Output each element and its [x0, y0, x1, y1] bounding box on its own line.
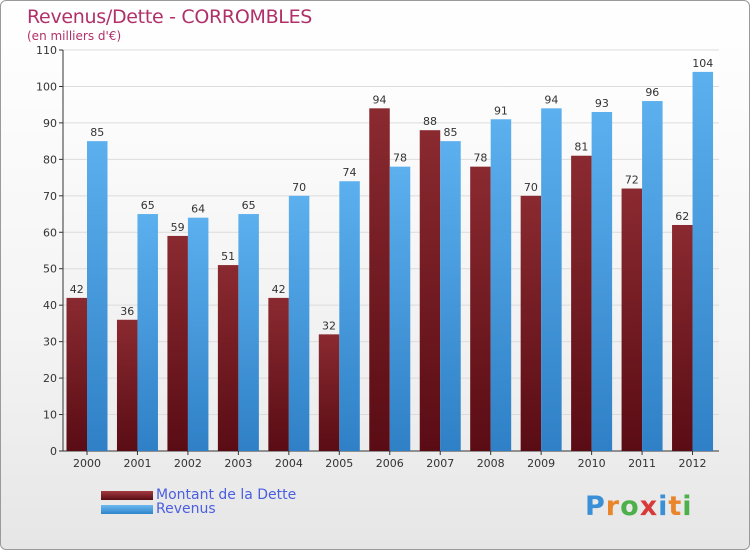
bar-debt: [369, 108, 390, 451]
data-label-revenue: 91: [494, 104, 508, 117]
x-tick-label: 2007: [426, 457, 454, 470]
bar-debt: [672, 224, 693, 451]
proxiti-logo: Proxiti: [585, 491, 693, 522]
logo-letter: P: [585, 491, 606, 522]
y-tick-label: 60: [43, 226, 57, 239]
data-label-debt: 88: [423, 115, 437, 128]
data-label-revenue: 104: [692, 57, 713, 70]
bar-debt: [217, 265, 239, 451]
data-label-revenue: 85: [90, 126, 104, 139]
bar-revenue: [288, 195, 310, 451]
bar-revenue: [440, 141, 461, 452]
data-label-debt: 36: [120, 305, 134, 318]
data-label-debt: 78: [473, 152, 487, 165]
x-tick-label: 2005: [325, 457, 353, 470]
y-tick-label: 10: [43, 409, 57, 422]
data-label-revenue: 64: [191, 203, 205, 216]
bar-revenue: [389, 166, 411, 451]
y-tick-label: 0: [50, 445, 57, 458]
y-tick-label: 90: [43, 117, 57, 130]
legend-swatch-debt: [101, 490, 153, 500]
bar-debt: [621, 188, 643, 451]
logo-letter: x: [639, 491, 659, 522]
chart-title: Revenus/Dette - CORROMBLES: [27, 6, 313, 28]
legend-item-debt: Montant de la Dette: [101, 487, 296, 503]
legend-swatch-revenue: [101, 504, 153, 514]
bar-revenue: [187, 217, 209, 451]
data-label-debt: 72: [625, 174, 639, 187]
x-tick-label: 2004: [275, 457, 303, 470]
data-label-debt: 51: [221, 250, 235, 263]
data-label-debt: 62: [675, 210, 689, 223]
y-tick-label: 40: [43, 299, 57, 312]
x-tick-label: 2009: [527, 457, 555, 470]
bar-debt: [66, 297, 87, 451]
data-label-debt: 81: [574, 141, 588, 154]
bar-revenue: [339, 181, 360, 451]
data-label-revenue: 78: [393, 152, 407, 165]
legend-label-revenue: Revenus: [156, 501, 216, 517]
bar-debt: [268, 297, 289, 451]
bar-revenue: [591, 111, 613, 452]
y-tick-label: 80: [43, 153, 57, 166]
x-tick-label: 2008: [477, 457, 505, 470]
data-label-debt: 42: [272, 283, 286, 296]
bar-debt: [470, 166, 491, 451]
y-tick-label: 110: [36, 44, 57, 57]
logo-letter: r: [605, 491, 621, 522]
data-label-debt: 32: [322, 319, 336, 332]
bar-revenue: [642, 101, 663, 451]
data-label-revenue: 70: [292, 181, 306, 194]
legend-item-revenue: Revenus: [101, 501, 216, 517]
x-tick-label: 2006: [376, 457, 404, 470]
y-tick-label: 100: [36, 80, 57, 93]
x-tick-label: 2001: [123, 457, 151, 470]
bar-debt: [318, 334, 340, 451]
bar-revenue: [490, 119, 512, 451]
bar-revenue: [137, 214, 158, 451]
x-tick-label: 2000: [73, 457, 101, 470]
bar-revenue: [541, 108, 562, 451]
y-tick-label: 70: [43, 190, 57, 203]
bar-revenue: [238, 214, 259, 451]
x-tick-label: 2011: [628, 457, 656, 470]
data-label-revenue: 74: [343, 166, 357, 179]
bar-debt: [167, 235, 188, 451]
bar-revenue: [87, 141, 108, 452]
bar-debt: [571, 155, 592, 451]
logo-letter: o: [620, 491, 640, 522]
data-label-revenue: 65: [242, 199, 256, 212]
x-tick-label: 2003: [224, 457, 252, 470]
x-tick-label: 2010: [578, 457, 606, 470]
chart-subtitle: (en milliers d'€): [27, 29, 122, 43]
data-label-debt: 59: [171, 221, 185, 234]
data-label-debt: 70: [524, 181, 538, 194]
x-tick-label: 2002: [174, 457, 202, 470]
data-label-debt: 94: [373, 93, 387, 106]
x-tick-label: 2012: [679, 457, 707, 470]
logo-letter: i: [682, 491, 693, 522]
legend-label-debt: Montant de la Dette: [156, 487, 297, 503]
data-label-revenue: 93: [595, 97, 609, 110]
data-label-revenue: 96: [645, 86, 659, 99]
bar-revenue: [692, 71, 714, 451]
bar-debt: [116, 319, 138, 451]
logo-letter: t: [668, 491, 683, 522]
data-label-revenue: 65: [141, 199, 155, 212]
logo-letter: i: [658, 491, 669, 522]
bar-debt: [520, 195, 542, 451]
y-tick-label: 20: [43, 372, 57, 385]
bar-debt: [419, 130, 441, 451]
y-tick-label: 50: [43, 263, 57, 276]
data-label-debt: 42: [70, 283, 84, 296]
data-label-revenue: 85: [443, 126, 457, 139]
y-tick-label: 30: [43, 336, 57, 349]
data-label-revenue: 94: [544, 93, 558, 106]
